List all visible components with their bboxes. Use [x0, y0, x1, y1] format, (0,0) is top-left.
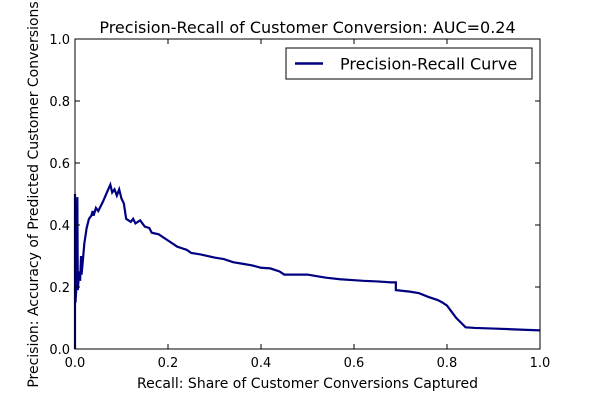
y-tick-label: 0.2	[49, 281, 70, 296]
y-tick-label: 0.8	[49, 95, 70, 110]
y-tick-label: 0.4	[49, 219, 70, 234]
x-tick-label: 0.2	[158, 356, 179, 371]
x-tick-label: 0.4	[251, 356, 272, 371]
y-tick-label: 0.6	[49, 157, 70, 172]
y-tick-label: 0.0	[49, 343, 70, 358]
x-tick-label: 1.0	[530, 356, 551, 371]
plot-frame	[74, 38, 541, 350]
legend: Precision-Recall Curve	[285, 47, 533, 80]
x-axis-label: Recall: Share of Customer Conversions Ca…	[137, 376, 478, 392]
x-tick-label: 0.8	[437, 356, 458, 371]
x-tick-label: 0.0	[65, 356, 86, 371]
series-line-0	[73, 181, 541, 349]
plot-area: 0.0 0.2 0.4 0.6 0.8 1.0 0.0 0.2 0.4 0.6 0.8 1.0 Prec…	[49, 33, 550, 371]
legend-label: Precision-Recall Curve	[340, 55, 517, 74]
chart-title: Precision-Recall of Customer Conversion:…	[99, 18, 515, 37]
x-tick-label: 0.6	[344, 356, 365, 371]
legend-box	[285, 47, 533, 80]
y-axis-label: Precision: Accuracy of Predicted Custome…	[26, 1, 42, 387]
y-tick-label: 1.0	[49, 33, 70, 48]
